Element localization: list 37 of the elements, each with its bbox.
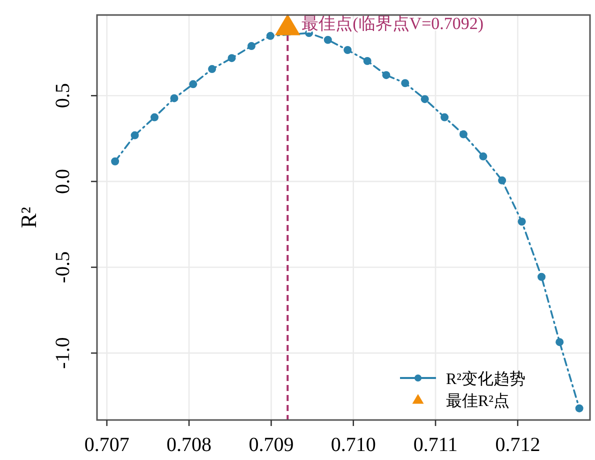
y-axis-title: R² [16,206,41,228]
x-tick-label: 0.708 [166,434,212,456]
point [247,42,256,50]
point [170,94,178,102]
legend-label: 最佳R²点 [446,392,510,410]
point [459,130,468,138]
point [363,56,372,65]
point [401,79,410,88]
x-tick-label: 0.710 [330,434,376,456]
point [575,404,584,412]
point [228,54,236,62]
point [498,176,506,184]
x-tick-label: 0.712 [495,434,540,456]
point [150,113,159,122]
y-tick-label: 0.5 [52,83,74,108]
point [518,218,526,226]
x-tick-label: 0.711 [413,434,458,456]
point [479,152,488,160]
point [266,32,274,40]
point [324,36,332,44]
y-tick-label: 0.0 [52,168,74,194]
y-tick-label: -1.0 [52,337,74,369]
point [420,95,429,104]
point [344,46,352,54]
point [111,157,120,166]
x-tick-label: 0.709 [248,434,294,456]
y-tick-label: -0.5 [52,251,74,284]
point [189,80,198,88]
point [556,338,564,346]
annotation: 最佳点(临界点V=0.7092) [302,14,484,34]
point [538,272,546,281]
x-tick-label: 0.707 [84,434,130,456]
point [208,65,216,74]
legend-label: R²变化趋势 [446,370,526,388]
point [382,71,390,80]
point [130,131,139,140]
point [440,113,449,122]
